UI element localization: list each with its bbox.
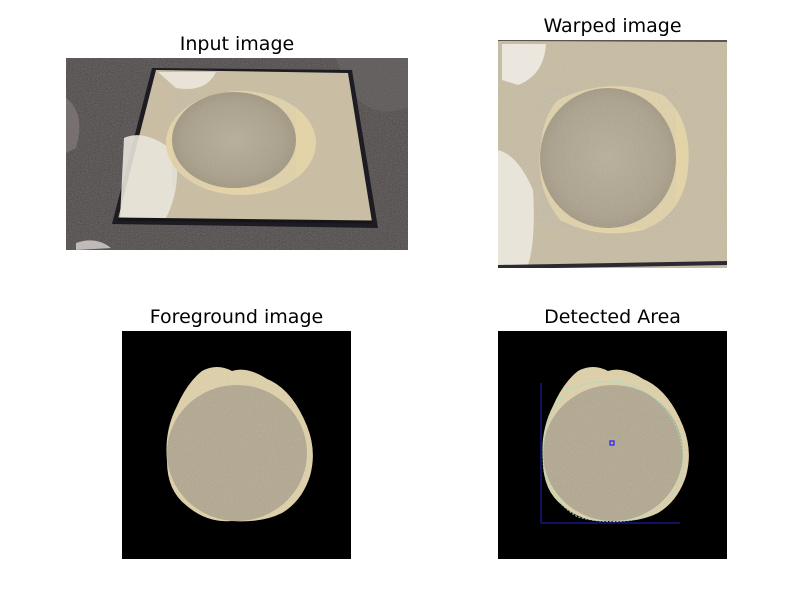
panel-title-warped: Warped image xyxy=(498,17,727,36)
panel-title-detected: Detected Area xyxy=(498,308,727,327)
warped-image xyxy=(498,40,727,268)
panel-title-input: Input image xyxy=(66,35,408,54)
foreground-image xyxy=(122,331,351,559)
panel-title-foreground: Foreground image xyxy=(122,308,351,327)
detected-area-image xyxy=(498,331,727,559)
input-image xyxy=(66,58,408,250)
